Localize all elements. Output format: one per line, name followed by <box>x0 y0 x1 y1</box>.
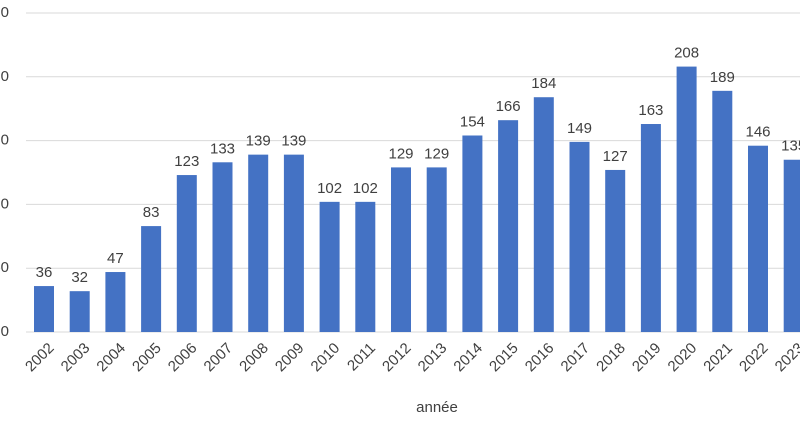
x-axis-label: année <box>416 399 458 416</box>
bar <box>569 141 590 332</box>
data-label: 36 <box>36 264 53 281</box>
x-tick-label: 2006 <box>165 340 201 376</box>
bar <box>391 167 411 332</box>
bar <box>105 272 126 332</box>
data-label: 129 <box>388 145 413 162</box>
data-label: 83 <box>143 204 160 221</box>
data-label: 47 <box>107 250 124 267</box>
bar <box>748 145 768 332</box>
bar <box>176 175 197 332</box>
data-label: 149 <box>567 120 592 137</box>
data-label: 189 <box>710 69 735 86</box>
bar <box>69 291 90 332</box>
bar <box>283 154 304 332</box>
data-label: 139 <box>246 133 271 150</box>
y-tick-label: 0 <box>1 323 9 340</box>
bar <box>533 97 554 332</box>
data-label: 146 <box>745 124 770 141</box>
bar <box>640 124 661 333</box>
x-tick-label: 2012 <box>379 340 415 376</box>
bar <box>498 120 519 333</box>
bar <box>248 154 269 332</box>
x-tick-label: 2017 <box>558 340 594 376</box>
data-label: 154 <box>460 113 485 130</box>
data-label: 123 <box>174 153 199 170</box>
x-tick-label: 2010 <box>308 340 344 376</box>
x-tick-label: 2007 <box>201 340 237 376</box>
data-label: 166 <box>496 98 521 115</box>
bar <box>141 226 162 332</box>
x-tick-label: 2021 <box>700 340 736 376</box>
bar <box>212 162 233 332</box>
x-tick-label: 2009 <box>272 340 308 376</box>
bar <box>712 90 733 332</box>
x-tick-label: 2008 <box>236 340 272 376</box>
bar <box>34 286 54 332</box>
bar <box>783 159 800 332</box>
x-tick-label: 2002 <box>22 340 58 376</box>
bar <box>605 169 626 332</box>
y-tick-label: 200 <box>0 68 9 85</box>
x-tick-label: 2020 <box>665 340 701 376</box>
x-tick-label: 2011 <box>344 340 379 375</box>
x-tick-label: 2016 <box>522 340 558 376</box>
data-label: 129 <box>424 145 449 162</box>
x-tick-label: 2003 <box>58 340 94 376</box>
bar <box>462 135 483 332</box>
x-tick-label: 2019 <box>629 340 665 376</box>
data-label: 208 <box>674 45 699 62</box>
x-tick-label: 2022 <box>736 340 772 376</box>
data-label: 102 <box>353 180 378 197</box>
y-tick-label: 150 <box>0 132 9 149</box>
y-tick-label: 100 <box>0 195 9 212</box>
x-tick-label: 2014 <box>450 340 486 376</box>
data-label: 184 <box>531 75 556 92</box>
data-label: 139 <box>281 133 306 150</box>
data-label: 135 <box>781 138 800 155</box>
data-label: 32 <box>71 269 88 286</box>
x-tick-label: 2018 <box>593 340 629 376</box>
y-tick-label: 50 <box>0 259 9 276</box>
x-tick-label: 2004 <box>93 340 129 376</box>
bar <box>319 201 340 332</box>
data-label: 127 <box>603 148 628 165</box>
y-tick-label: 250 <box>0 4 9 21</box>
x-tick-label: 2023 <box>772 340 800 376</box>
bar <box>355 201 376 332</box>
data-label: 133 <box>210 140 235 157</box>
bar <box>676 66 697 332</box>
bar <box>426 167 447 332</box>
x-tick-label: 2005 <box>129 340 165 376</box>
data-label: 163 <box>638 102 663 119</box>
x-tick-label: 2013 <box>415 340 451 376</box>
data-label: 102 <box>317 180 342 197</box>
x-tick-label: 2015 <box>486 340 522 376</box>
